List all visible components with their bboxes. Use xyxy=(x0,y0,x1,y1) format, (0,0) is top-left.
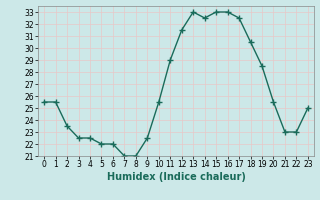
X-axis label: Humidex (Indice chaleur): Humidex (Indice chaleur) xyxy=(107,172,245,182)
